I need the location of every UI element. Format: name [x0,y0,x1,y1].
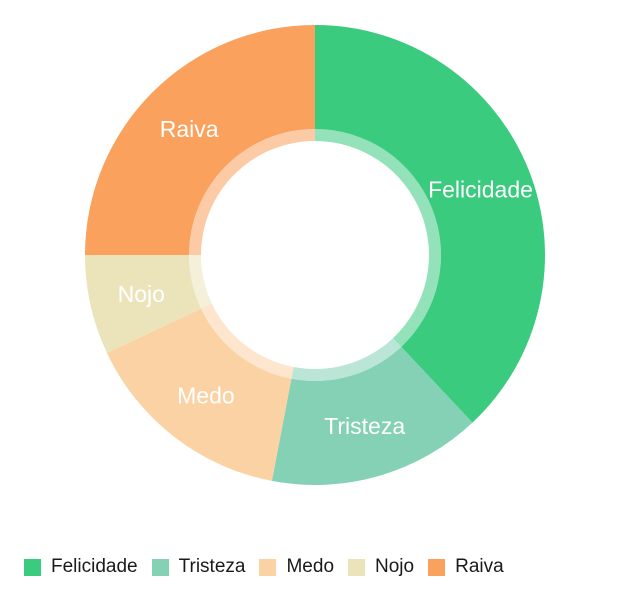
slice-label-nojo: Nojo [118,281,165,307]
legend-item-felicidade[interactable]: Felicidade [24,556,138,578]
legend-label: Raiva [455,556,504,577]
slice-inner-band-nojo [189,255,212,309]
slice-label-medo: Medo [177,383,235,409]
legend-item-nojo[interactable]: Nojo [348,556,414,578]
slice-inner-band-tristeza [291,338,402,381]
legend-item-medo[interactable]: Medo [259,556,334,578]
legend-label: Felicidade [51,556,138,577]
slice-raiva[interactable] [85,25,315,255]
slice-label-tristeza: Tristeza [324,413,405,439]
legend-swatch [259,558,277,576]
legend-swatch [24,558,41,576]
legend-item-raiva[interactable]: Raiva [428,556,504,578]
slice-felicidade[interactable] [315,25,545,423]
slice-label-raiva: Raiva [160,116,219,142]
slice-inner-band-felicidade [315,129,442,347]
legend-label: Tristeza [178,556,246,577]
slice-inner-band-medo [200,303,294,379]
slice-medo[interactable] [106,308,292,481]
legend-swatch [428,558,446,576]
legend-label: Nojo [375,556,415,577]
slice-nojo[interactable] [85,255,201,353]
legend-swatch [151,558,169,576]
slice-tristeza[interactable] [271,346,473,485]
legend-swatch [348,558,366,576]
slice-label-felicidade: Felicidade [428,176,533,202]
chart-legend: Felicidade Tristeza Medo Nojo Raiva [24,555,518,579]
slice-inner-band-raiva [189,129,315,255]
legend-item-tristeza[interactable]: Tristeza [151,556,246,578]
legend-label: Medo [286,556,335,577]
donut-chart: Felicidade Tristeza Medo Nojo Raiva [85,25,545,485]
